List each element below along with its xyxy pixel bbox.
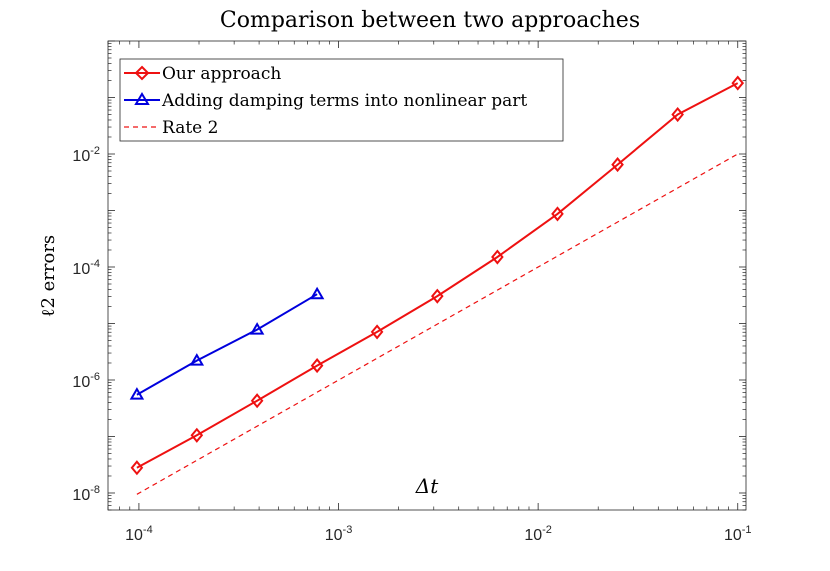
y-axis-label: ℓ2 errors — [38, 235, 59, 317]
legend-label-our-approach: Our approach — [162, 64, 281, 84]
data-point-triangle — [309, 286, 325, 300]
x-tick-label: 10-4 — [125, 524, 153, 544]
data-point-diamond — [130, 460, 144, 476]
series-our-approach — [130, 75, 745, 476]
legend-label-rate-2: Rate 2 — [162, 118, 218, 138]
legend-entry-rate-2: Rate 2 — [124, 118, 218, 138]
data-point-diamond — [491, 249, 504, 265]
chart-title: Comparison between two approaches — [220, 8, 640, 33]
data-point-diamond — [190, 427, 204, 443]
y-tick-label: 10-4 — [72, 258, 100, 278]
y-tick-label: 10-2 — [72, 145, 100, 165]
legend-label-damping: Adding damping terms into nonlinear part — [161, 91, 527, 111]
legend-entry-damping: Adding damping terms into nonlinear part — [124, 91, 527, 111]
data-point-diamond — [250, 393, 264, 409]
series-adding-damping-terms-into-nonlinear-part — [129, 286, 325, 400]
data-point-triangle — [189, 353, 205, 366]
data-point-diamond — [551, 206, 564, 222]
data-point-triangle — [129, 387, 145, 400]
data-point-diamond — [430, 288, 444, 304]
x-tick-label: 10-2 — [524, 524, 552, 544]
legend: Our approach Adding damping terms into n… — [119, 58, 564, 142]
data-point-diamond — [310, 358, 324, 374]
x-tick-label: 10-1 — [724, 524, 752, 544]
data-point-diamond — [370, 324, 384, 340]
legend-box — [119, 58, 564, 142]
x-tick-label: 10-3 — [325, 524, 353, 544]
axis-ticks: 10-4 10-3 10-2 10-1 10-8 10-6 10-4 10-2 — [72, 40, 752, 544]
y-tick-label: 10-6 — [72, 371, 100, 391]
series-line-rate-2 — [136, 153, 738, 495]
data-point-diamond — [671, 106, 684, 123]
series-line-adding-damping-terms-into-nonlinear-part — [136, 293, 318, 396]
series-layer — [129, 75, 745, 495]
data-point-diamond — [731, 75, 745, 91]
series-line-our-approach — [136, 82, 739, 469]
data-point-diamond — [611, 157, 624, 173]
y-tick-label: 10-8 — [72, 484, 100, 504]
x-axis-label: Δt — [415, 474, 439, 498]
data-point-triangle — [249, 322, 265, 335]
series-rate-2 — [136, 153, 738, 495]
legend-entry-our-approach: Our approach — [124, 64, 281, 84]
